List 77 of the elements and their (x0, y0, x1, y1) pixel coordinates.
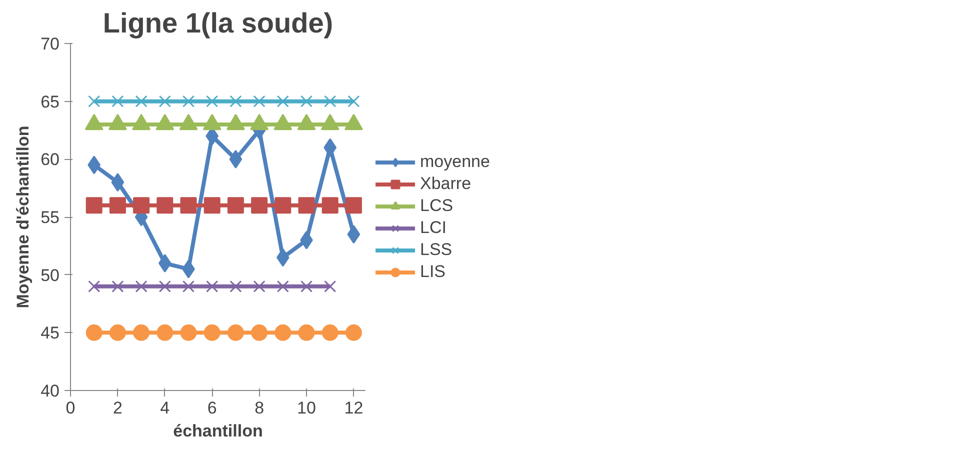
legend-label: LCS (420, 196, 454, 216)
point (180, 324, 197, 341)
x-tick-label: 6 (207, 398, 217, 418)
x-tick-label: 12 (344, 398, 364, 418)
point (182, 280, 195, 292)
point (180, 197, 197, 214)
y-axis-title: Moyenne d'échantillon (14, 126, 33, 308)
point (324, 95, 336, 108)
point (230, 95, 242, 108)
x-tick-label: 4 (160, 398, 170, 418)
legend-label: LIS (420, 262, 447, 282)
point (227, 197, 244, 214)
point (298, 324, 315, 341)
point (109, 324, 126, 341)
point (133, 324, 150, 341)
point (251, 324, 268, 341)
point (88, 280, 100, 292)
x-axis-title: échantillon (173, 422, 263, 440)
point (229, 150, 242, 168)
point (345, 197, 362, 214)
legend-label: Xbarre (420, 174, 472, 194)
point (300, 280, 313, 292)
x-tick-label: 8 (254, 398, 264, 418)
point (88, 95, 100, 108)
y-tick-label: 55 (40, 208, 60, 227)
chart-title: Ligne 1(la soude) (102, 8, 334, 38)
point (111, 173, 124, 192)
point (345, 324, 362, 341)
point (253, 95, 266, 108)
point (109, 197, 126, 214)
x-tick-label: 2 (112, 398, 122, 418)
point (298, 197, 315, 214)
point (156, 197, 174, 214)
point (158, 280, 171, 292)
point (324, 138, 337, 157)
legend-label: LCI (420, 218, 448, 238)
point (112, 280, 124, 292)
point (322, 324, 338, 341)
point (230, 280, 242, 292)
point (348, 95, 360, 108)
y-tick-label: 60 (40, 150, 60, 170)
point (135, 95, 148, 108)
point (158, 95, 171, 108)
point (276, 95, 289, 108)
point (274, 324, 292, 341)
point (251, 197, 268, 214)
legend-label: LSS (420, 240, 454, 260)
point (88, 156, 101, 174)
point (276, 280, 289, 292)
point (253, 280, 266, 292)
point (324, 280, 336, 292)
x-tick-label: 0 (66, 398, 76, 418)
point (112, 95, 124, 108)
point (135, 280, 148, 292)
point (204, 324, 220, 341)
point (182, 95, 195, 108)
y-tick-label: 65 (40, 92, 60, 112)
y-tick-label: 40 (40, 382, 60, 400)
point (86, 324, 102, 341)
x-tick-label: 10 (297, 398, 316, 418)
y-tick-label: 70 (40, 34, 60, 54)
point (158, 254, 172, 273)
legend-label: moyenne (420, 152, 490, 172)
y-tick-label: 45 (40, 324, 60, 343)
point (227, 324, 244, 341)
y-tick-label: 50 (40, 266, 60, 285)
point (133, 197, 150, 214)
point (276, 248, 290, 267)
point (156, 324, 174, 341)
point (206, 280, 218, 292)
point (204, 197, 220, 214)
point (347, 225, 360, 244)
point (274, 197, 292, 214)
point (86, 197, 102, 214)
point (300, 95, 313, 108)
point (206, 95, 218, 108)
point (322, 197, 338, 214)
